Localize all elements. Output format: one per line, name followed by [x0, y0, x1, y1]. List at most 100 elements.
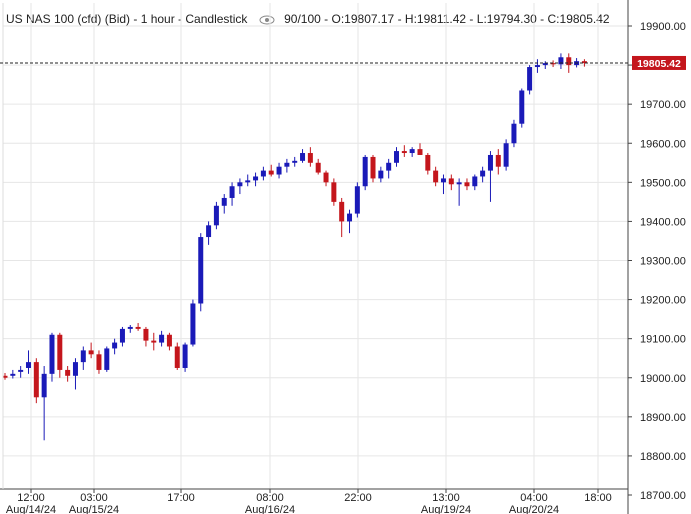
candle-body [362, 156, 368, 187]
candle-body [174, 346, 180, 368]
x-tick-time: 17:00 [167, 492, 195, 504]
x-tick-date: Aug/14/24 [6, 504, 56, 514]
x-tick-time: 13:00 [432, 492, 460, 504]
candle-body [292, 160, 298, 163]
y-tick-label: 19300.00 [640, 256, 686, 268]
candle-body [57, 334, 63, 370]
y-tick-label: 19200.00 [640, 295, 686, 307]
candle-body [229, 186, 235, 198]
bar-count: 90/100 [284, 12, 321, 26]
candle-body [151, 340, 157, 343]
candle-body [276, 166, 282, 175]
candle-body [80, 350, 86, 363]
y-tick-label: 19000.00 [640, 373, 686, 385]
y-tick-label: 18700.00 [640, 490, 686, 502]
candle-body [370, 156, 376, 179]
candle-body [581, 61, 587, 64]
candle-body [425, 154, 431, 171]
candle-body [112, 342, 118, 349]
x-tick-time: 03:00 [80, 492, 108, 504]
candle-body [519, 90, 525, 124]
chart-header: US NAS 100 (cfd) (Bid) - 1 hour - Candle… [6, 12, 610, 26]
candle-body [190, 303, 196, 345]
x-tick-time: 12:00 [17, 492, 45, 504]
candle-body [464, 182, 470, 187]
y-tick-label: 18800.00 [640, 451, 686, 463]
candle-body [323, 172, 329, 183]
x-tick-date: Aug/20/24 [509, 504, 559, 514]
candle-body [88, 350, 94, 355]
x-tick-date: Aug/19/24 [421, 504, 471, 514]
y-tick-label: 19100.00 [640, 334, 686, 346]
candle-body [566, 57, 572, 66]
candle-body [65, 369, 71, 376]
y-tick-label: 19900.00 [640, 21, 686, 33]
candle-body [472, 176, 478, 187]
candle-body [245, 180, 251, 183]
last-price-label: 19805.42 [637, 58, 681, 70]
candle-body [206, 225, 212, 238]
candle-body [18, 369, 24, 372]
candle-body [409, 149, 415, 154]
candle-body [119, 328, 125, 343]
candle-body [456, 182, 462, 185]
candle-body [315, 162, 321, 173]
y-tick-label: 19600.00 [640, 138, 686, 150]
candle-body [354, 186, 360, 214]
candle-body [135, 326, 141, 329]
candle-body [448, 178, 454, 185]
candle-body [331, 182, 337, 202]
close-value: C:19805.42 [547, 12, 610, 26]
open-value: O:19807.17 [331, 12, 395, 26]
x-tick-date: Aug/15/24 [69, 504, 119, 514]
candle-body [495, 154, 501, 167]
candle-body [511, 123, 517, 144]
candle-body [558, 57, 564, 65]
x-tick-date: Aug/16/24 [245, 504, 295, 514]
candle-body [417, 149, 423, 155]
y-tick-label: 19500.00 [640, 177, 686, 189]
candle-body [143, 328, 149, 341]
candle-body [237, 182, 243, 187]
candle-body [198, 237, 204, 304]
last-price-tag [632, 55, 686, 70]
candle-body [542, 63, 548, 66]
candle-body [159, 334, 165, 343]
candle-body [127, 326, 133, 329]
candle-body [394, 151, 399, 163]
candle-body [440, 178, 446, 183]
candle-body [534, 65, 540, 68]
candle-body [33, 362, 39, 398]
instrument-label: US NAS 100 (cfd) (Bid) - 1 hour - Candle… [6, 12, 248, 26]
grid-lines [3, 3, 628, 489]
candle-body [96, 354, 102, 370]
y-tick-label: 18900.00 [640, 412, 686, 424]
candles-layer [2, 53, 587, 441]
candle-body [253, 176, 259, 181]
candle-body [386, 162, 392, 171]
candle-body [25, 362, 31, 368]
candle-body [72, 362, 78, 376]
candle-body [339, 201, 345, 222]
candle-body [166, 334, 172, 347]
candle-body [284, 162, 290, 167]
candle-body [182, 344, 188, 368]
high-value: H:19811.42 [404, 12, 467, 26]
candle-body [268, 170, 274, 175]
candle-body [550, 63, 556, 65]
candle-body [49, 334, 55, 374]
candle-body [300, 153, 306, 161]
candle-body [221, 197, 227, 206]
candle-body [260, 170, 266, 177]
candle-body [10, 373, 16, 376]
candle-body [503, 143, 509, 167]
x-tick-time: 04:00 [520, 492, 548, 504]
candle-body [378, 170, 384, 179]
candle-body [2, 375, 8, 378]
candle-body [104, 348, 110, 370]
eye-icon[interactable] [259, 15, 275, 25]
candle-body [527, 67, 533, 91]
candle-body [433, 170, 439, 183]
